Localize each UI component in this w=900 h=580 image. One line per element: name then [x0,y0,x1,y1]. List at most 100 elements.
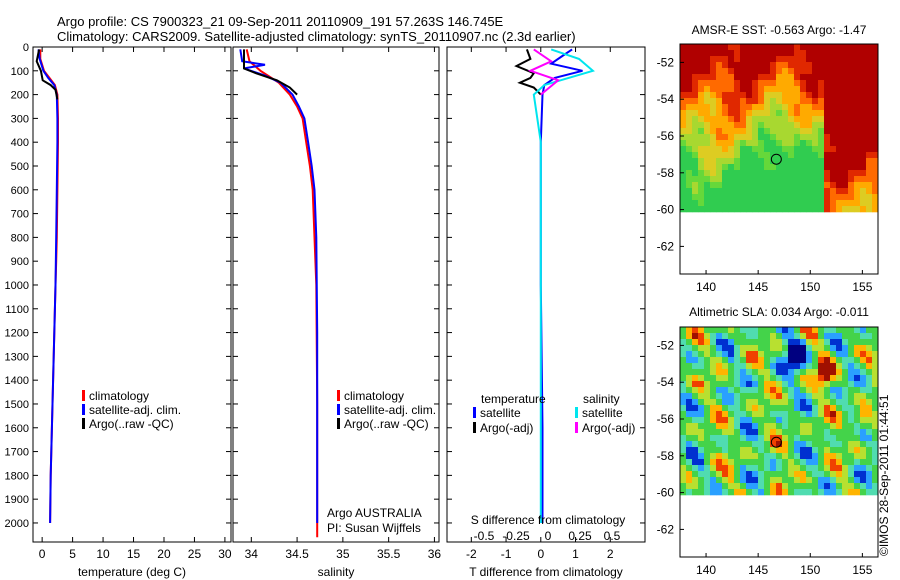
difference-xtick-label: 2 [607,547,614,561]
depth-tick-label: 1500 [5,399,29,411]
depth-tick-label: 300 [11,113,29,125]
salinity-legend-label: Argo(..raw -QC) [344,417,429,431]
diff-salinity-axis-title: S difference from climatology [471,513,626,527]
difference-xlabel: T difference from climatology [469,565,623,579]
temperature-legend-swatch [82,418,85,429]
difference-axes-box [446,46,646,543]
difference-series-argo_salinity-line [527,48,561,96]
sst-map-field [680,44,879,213]
header-line-1: Argo profile: CS 7900323_21 09-Sep-2011 … [57,14,504,29]
sst-map-ytick-label: -56 [657,129,675,143]
salinity-legend-swatch [337,418,340,429]
difference-series-sat_salinity-line [532,48,595,523]
diff-salinity-tick-label: -0.5 [474,529,495,543]
temperature-legend-label: Argo(..raw -QC) [89,417,174,431]
salinity-legend-label: satellite-adj. clim. [344,403,436,417]
salinity-legend-label: climatology [344,389,404,403]
temperature-xtick-label: 10 [96,547,110,561]
diff-legend-swatch [473,422,476,433]
diff-legend-label: satellite [480,406,521,420]
sla-map-argo-marker [770,436,782,448]
diff-legend-header-temperature: temperature [481,392,546,406]
sst-map-xtick-label: 140 [696,280,716,294]
sla-map-ytick-label: -58 [657,449,675,463]
depth-tick-label: 500 [11,161,29,173]
salinity-series-argo-line [243,49,298,96]
diff-legend-header-salinity: salinity [583,392,620,406]
sla-map-field [680,327,879,496]
difference-series-satellite-line [539,48,583,523]
depth-tick-label: 1800 [5,470,29,482]
depth-tick-label: 1700 [5,447,29,459]
sla-map-xtick-label: 155 [852,563,872,577]
salinity-xlabel: salinity [318,565,355,579]
diff-legend-swatch [473,407,476,418]
temperature-xtick-label: 20 [157,547,171,561]
depth-tick-label: 600 [11,185,29,197]
salinity-xtick-label: 35 [336,547,350,561]
depth-tick-label: 1200 [5,328,29,340]
sla-map-title: Altimetric SLA: 0.034 Argo: -0.011 [689,305,869,319]
salinity-annotation-line2: PI: Susan Wijffels [327,521,421,535]
salinity-xtick-label: 34.5 [285,547,309,561]
temperature-xtick-label: 0 [39,547,46,561]
diff-salinity-tick-label: -0.25 [502,529,530,543]
depth-tick-label: 1900 [5,494,29,506]
depth-tick-label: 200 [11,90,29,102]
depth-tick-label: 1000 [5,280,29,292]
difference-xtick-label: -1 [501,547,512,561]
temperature-legend-label: satellite-adj. clim. [89,403,181,417]
depth-tick-label: 400 [11,137,29,149]
temperature-axes-box [32,46,232,543]
sst-map-xtick-label: 145 [748,280,768,294]
depth-tick-label: 1300 [5,351,29,363]
sst-map-ytick-label: -62 [657,239,675,253]
difference-xtick-label: 1 [572,547,579,561]
sla-map-ytick-label: -52 [657,338,675,352]
sst-map-ytick-label: -58 [657,166,675,180]
temperature-xlabel: temperature (deg C) [78,565,186,579]
depth-tick-label: 1600 [5,423,29,435]
temperature-legend-label: climatology [89,389,149,403]
depth-tick-label: 800 [11,232,29,244]
diff-salinity-tick-label: 0 [545,529,552,543]
difference-series-argo-line [514,49,542,96]
sla-map-xtick-label: 150 [800,563,820,577]
diff-legend-swatch [575,422,578,433]
diff-salinity-tick-label: 0.5 [604,529,621,543]
depth-tick-label: 900 [11,256,29,268]
salinity-annotation-line1: Argo AUSTRALIA [327,506,422,520]
sla-map-ytick-label: -54 [657,375,675,389]
sst-map-ytick-label: -54 [657,92,675,106]
salinity-legend-swatch [337,404,340,415]
temperature-xtick-label: 15 [127,547,141,561]
diff-legend-label: satellite [582,406,623,420]
depth-tick-label: 1400 [5,375,29,387]
salinity-legend-swatch [337,390,340,401]
sst-map-xtick-label: 155 [852,280,872,294]
diff-salinity-tick-label: 0.25 [568,529,592,543]
temperature-xtick-label: 5 [69,547,76,561]
depth-tick-label: 700 [11,209,29,221]
depth-tick-label: 0 [23,42,29,54]
sst-map-axes-box [679,43,879,275]
sla-map-ytick-label: -60 [657,486,675,500]
sla-map-ytick-label: -56 [657,412,675,426]
sst-map-xtick-label: 150 [800,280,820,294]
temperature-legend-swatch [82,390,85,401]
depth-tick-label: 100 [11,66,29,78]
temperature-series-satellite-line [37,49,59,524]
temperature-xtick-label: 30 [218,547,232,561]
temperature-legend-swatch [82,404,85,415]
sst-map-ytick-label: -52 [657,55,675,69]
salinity-xtick-label: 36 [428,547,442,561]
sla-map-xtick-label: 145 [748,563,768,577]
temperature-xtick-label: 25 [188,547,202,561]
salinity-xtick-label: 34 [245,547,259,561]
salinity-axes-box [232,46,440,543]
sla-map-axes-box [679,326,879,558]
difference-xtick-label: -2 [466,547,477,561]
depth-tick-label: 1100 [5,304,29,316]
